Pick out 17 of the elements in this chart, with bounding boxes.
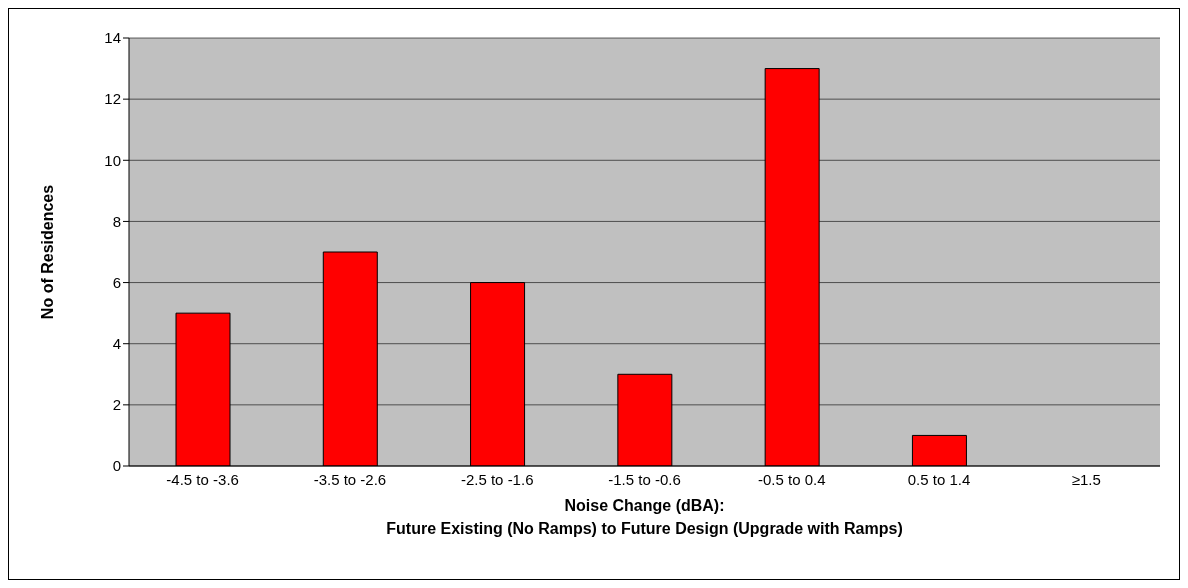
y-axis-title: No of Residences	[38, 184, 56, 320]
x-axis-title: Noise Change (dBA): Future Existing (No Ramps) to Future Design (Upgrade with Ramps)	[386, 497, 903, 537]
y-tick-label: 2	[112, 396, 121, 414]
y-tick-label: 10	[104, 151, 121, 169]
x-tick-label: ≥1.5	[1071, 470, 1101, 488]
x-tick-label: 0.5 to 1.4	[907, 470, 971, 488]
x-tick-label: -1.5 to -0.6	[608, 470, 681, 488]
y-tick-label: 6	[112, 273, 121, 291]
y-tick-label: 8	[112, 212, 121, 230]
x-tick-label: -0.5 to 0.4	[758, 470, 826, 488]
y-tick-label: 0	[112, 457, 121, 475]
x-tick-label: -3.5 to -2.6	[313, 470, 387, 488]
x-tick-label: -4.5 to -3.6	[166, 470, 239, 488]
y-tick-label: 4	[112, 335, 121, 353]
y-tick-label: 12	[104, 90, 121, 108]
x-tick-label: -2.5 to -1.6	[460, 470, 534, 488]
y-tick-label: 14	[104, 29, 121, 47]
